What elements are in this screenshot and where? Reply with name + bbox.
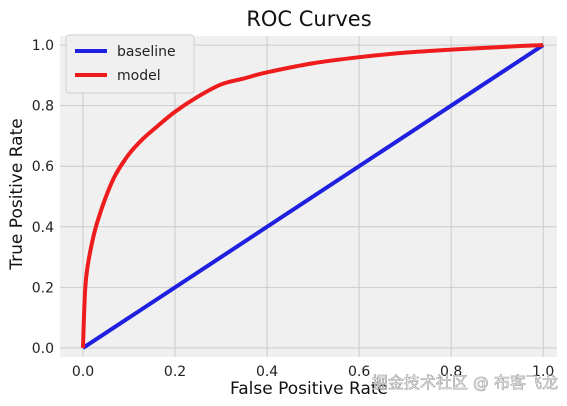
watermark-text: 掘金技术社区 @ 布客飞龙 xyxy=(372,373,558,392)
y-tick-label: 1.0 xyxy=(32,38,54,54)
y-tick-label: 0.2 xyxy=(32,280,54,296)
y-tick-label: 0.4 xyxy=(32,220,54,236)
chart-title: ROC Curves xyxy=(246,7,371,31)
y-tick-label: 0.0 xyxy=(32,341,54,357)
x-axis-label: False Positive Rate xyxy=(230,379,388,399)
x-tick-label: 0.0 xyxy=(72,364,94,380)
legend-label-baseline: baseline xyxy=(117,44,176,60)
x-tick-label: 0.8 xyxy=(440,364,462,380)
legend-label-model: model xyxy=(117,68,161,84)
legend: baseline model xyxy=(65,34,195,94)
y-tick-label: 0.6 xyxy=(32,159,54,175)
x-tick-label: 1.0 xyxy=(532,364,554,380)
series-layer xyxy=(81,43,545,350)
y-tick-label: 0.8 xyxy=(32,99,54,115)
x-tick-label: 0.4 xyxy=(256,364,278,380)
series-line-baseline xyxy=(81,43,545,350)
series-line-model xyxy=(81,43,544,348)
x-tick-label: 0.2 xyxy=(164,364,186,380)
y-axis-label: True Positive Rate xyxy=(7,118,27,270)
grid-lines xyxy=(60,36,557,357)
x-tick-label: 0.6 xyxy=(348,364,370,380)
tick-labels: 0.0 0.2 0.4 0.6 0.8 1.0 0.0 0.2 0.4 0.6 0.8 1.0 xyxy=(32,38,555,380)
